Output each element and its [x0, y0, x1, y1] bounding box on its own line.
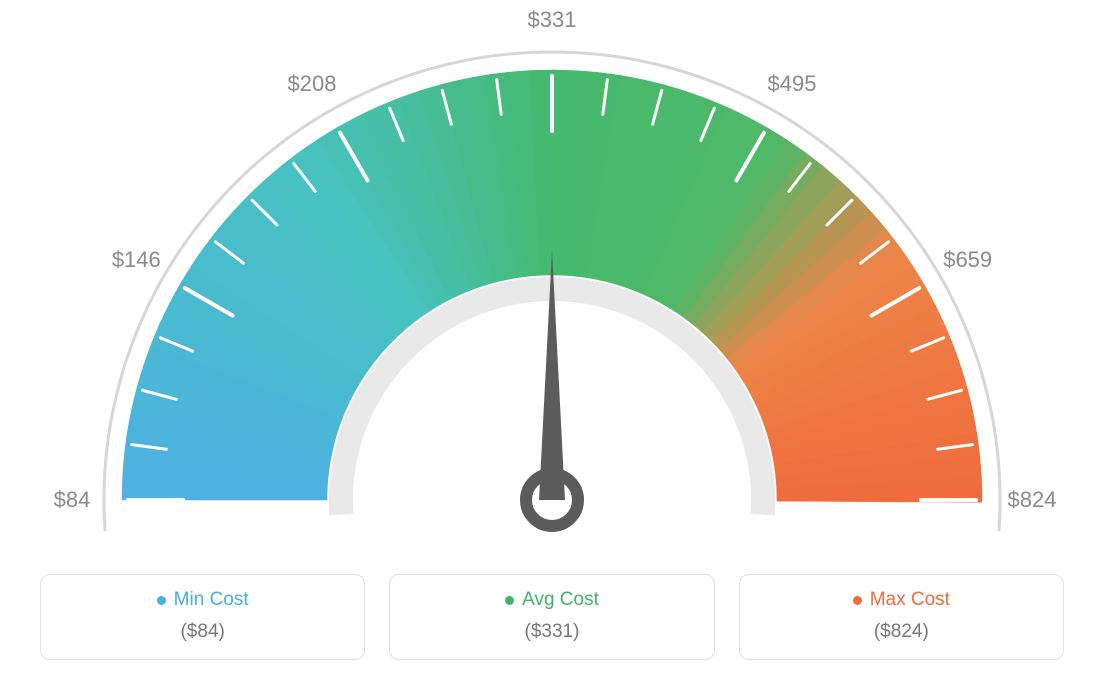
legend-dot-min — [157, 596, 166, 605]
legend-card-avg: Avg Cost ($331) — [389, 574, 714, 660]
gauge-tick-label: $824 — [1008, 487, 1057, 513]
legend-value-avg: ($331) — [390, 621, 713, 643]
legend-value-max: ($824) — [740, 621, 1063, 643]
legend-value-min: ($84) — [41, 621, 364, 643]
legend-card-max: Max Cost ($824) — [739, 574, 1064, 660]
gauge-tick-label: $146 — [112, 247, 161, 273]
legend-dot-avg — [505, 596, 514, 605]
legend-label-avg: Avg Cost — [522, 589, 599, 611]
legend-row: Min Cost ($84) Avg Cost ($331) Max Cost … — [40, 574, 1064, 660]
gauge-tick-label: $208 — [288, 71, 337, 97]
gauge-tick-label: $84 — [54, 487, 91, 513]
legend-dot-max — [853, 596, 862, 605]
gauge-tick-label: $331 — [528, 7, 577, 33]
legend-label-min: Min Cost — [174, 589, 249, 611]
legend-card-min: Min Cost ($84) — [40, 574, 365, 660]
gauge-tick-label: $495 — [768, 71, 817, 97]
gauge-chart: $84 $146 $208 $331 $495 $659 $824 — [0, 0, 1104, 560]
cost-gauge-infographic: $84 $146 $208 $331 $495 $659 $824 Min Cost ($8… — [0, 0, 1104, 690]
gauge-tick-label: $659 — [943, 247, 992, 273]
legend-label-max: Max Cost — [870, 589, 950, 611]
